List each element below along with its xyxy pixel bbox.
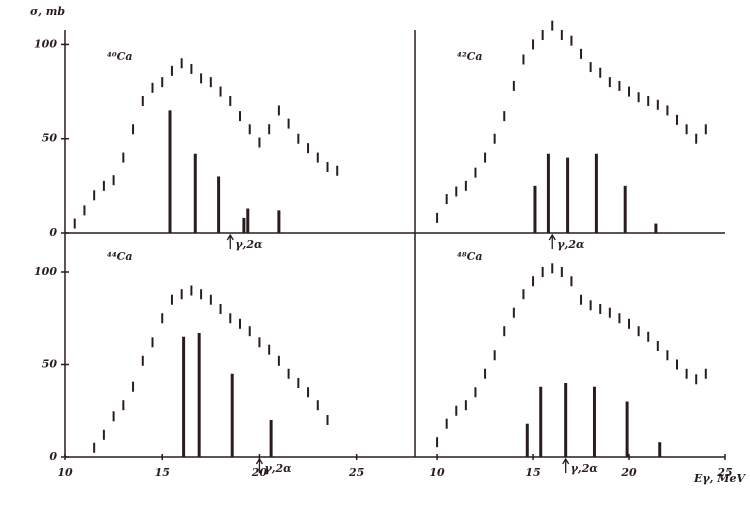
- y-tick-label: 0: [49, 226, 57, 239]
- y-tick-label: 50: [42, 132, 58, 145]
- x-tick-label: 15: [155, 466, 170, 479]
- x-tick-label: 10: [429, 466, 445, 479]
- threshold-label: γ,2α: [264, 462, 292, 475]
- x-tick-label: 25: [716, 466, 732, 479]
- threshold-label: γ,2α: [571, 462, 599, 475]
- x-tick-label: 20: [620, 466, 637, 479]
- panel-label: ⁴⁰Ca: [107, 50, 133, 63]
- threshold-label: γ,2α: [557, 238, 585, 251]
- threshold-arrow: [226, 233, 234, 249]
- threshold-arrow: [548, 233, 556, 249]
- y-tick-label: 0: [49, 450, 57, 463]
- threshold-arrow: [562, 457, 570, 473]
- panel-label: ⁴²Ca: [457, 50, 483, 63]
- y-tick-label: 50: [42, 358, 58, 371]
- panel-label: ⁴⁸Ca: [457, 250, 483, 263]
- y-tick-label: 100: [34, 37, 57, 50]
- x-tick-label: 15: [525, 466, 540, 479]
- panel-label: ⁴⁴Ca: [107, 250, 133, 263]
- threshold-label: γ,2α: [235, 238, 263, 251]
- x-tick-label: 25: [348, 466, 364, 479]
- threshold-arrow: [255, 457, 264, 473]
- y-tick-label: 100: [34, 265, 57, 278]
- x-axis-label: Eγ, MeV: [693, 472, 746, 485]
- x-tick-label: 10: [57, 466, 73, 479]
- y-axis-label: σ, mb: [30, 5, 65, 18]
